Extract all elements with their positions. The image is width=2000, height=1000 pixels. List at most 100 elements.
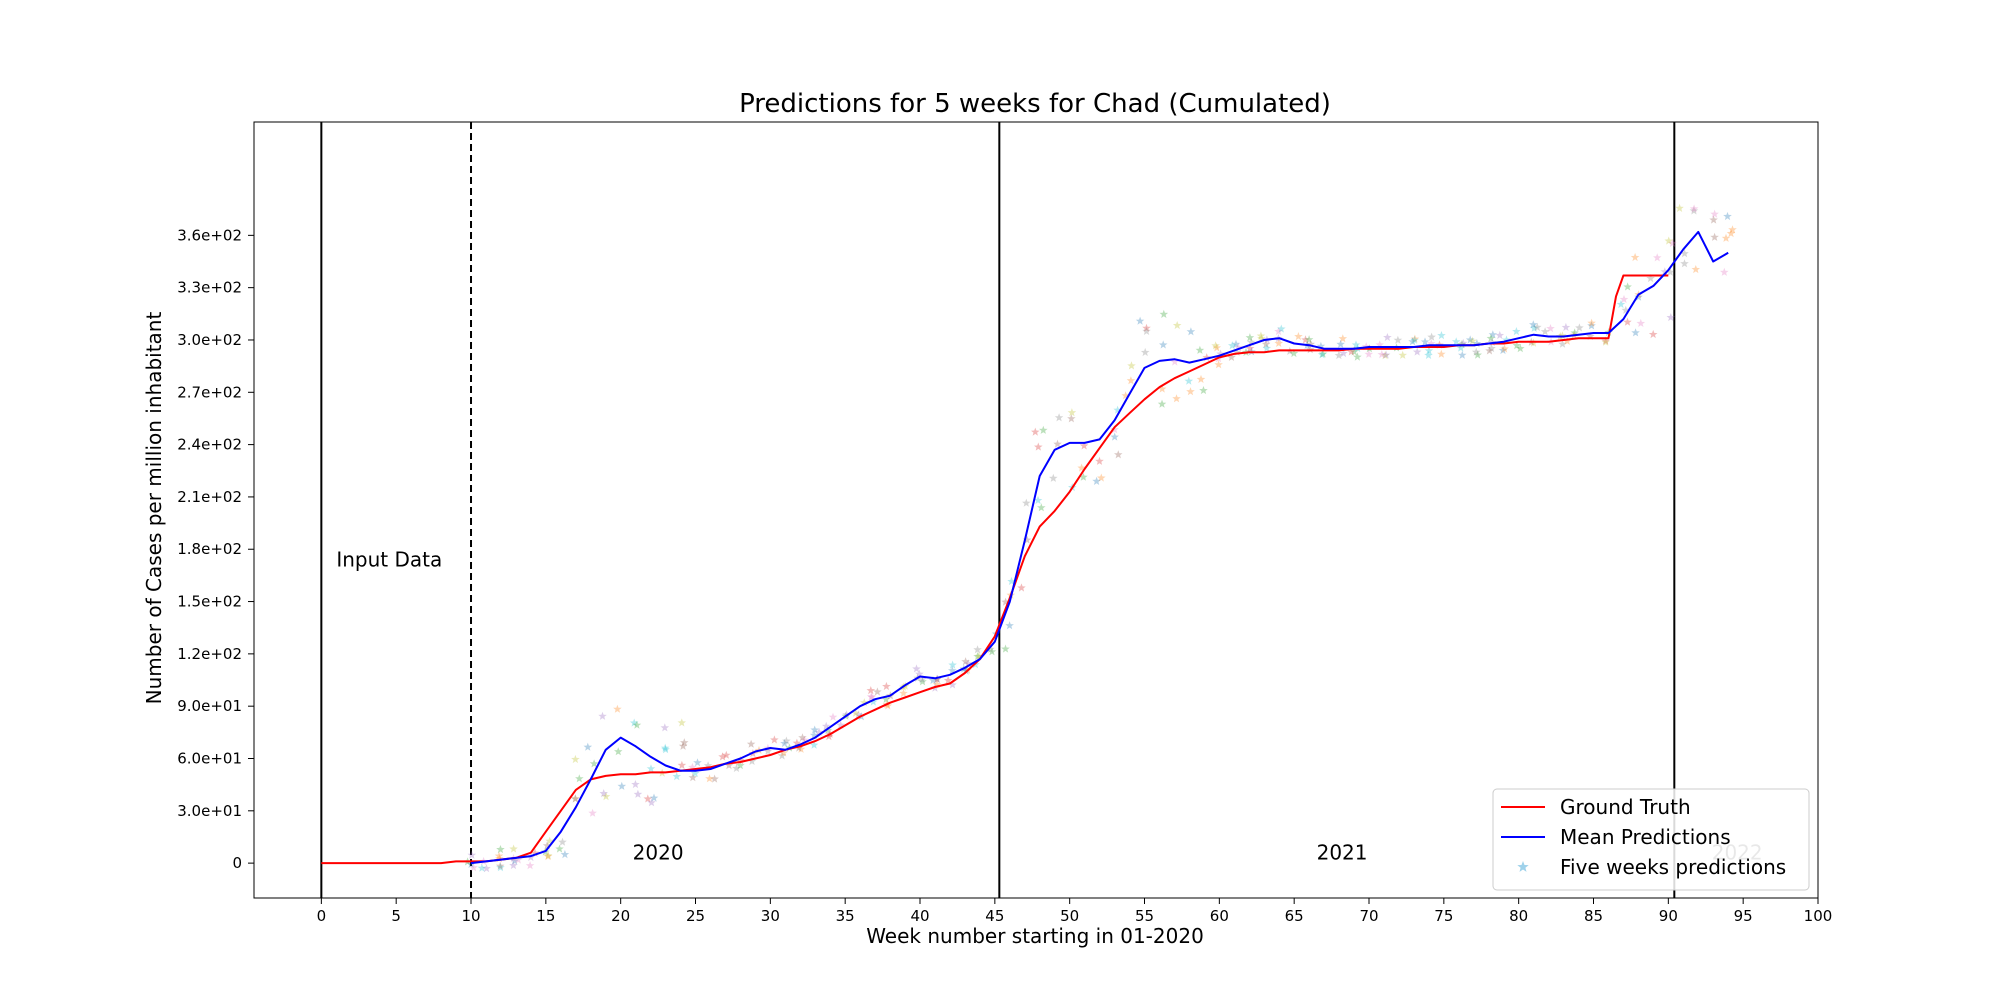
prediction-star-marker [1457, 339, 1467, 349]
prediction-star-marker [809, 730, 819, 739]
prediction-star-marker [1172, 321, 1182, 330]
prediction-star-marker [477, 863, 487, 872]
prediction-star-marker [467, 850, 477, 859]
prediction-star-marker [705, 774, 714, 783]
prediction-star-marker [842, 710, 851, 719]
prediction-star-marker [1486, 333, 1496, 342]
prediction-star-marker [1587, 321, 1596, 330]
prediction-star-marker [1246, 337, 1256, 346]
prediction-star-marker [693, 758, 702, 767]
y-tick-label: 1.2e+02 [177, 645, 242, 663]
prediction-star-marker [961, 657, 970, 666]
prediction-star-marker [1079, 441, 1089, 450]
prediction-star-marker [1666, 313, 1676, 322]
prediction-star-marker [530, 848, 540, 857]
prediction-star-marker [948, 666, 957, 675]
prediction-star-marker [661, 745, 670, 754]
prediction-star-marker [1274, 338, 1283, 347]
prediction-star-marker [1022, 498, 1031, 507]
ground-truth-line [321, 274, 1669, 865]
prediction-star-marker [1587, 318, 1596, 327]
prediction-star-marker [1261, 339, 1271, 348]
prediction-star-marker [1054, 413, 1064, 422]
prediction-star-marker [823, 725, 833, 734]
prediction-star-marker [1458, 350, 1467, 359]
prediction-star-marker [617, 781, 627, 790]
prediction-star-marker [933, 674, 942, 683]
prediction-star-marker [932, 680, 942, 689]
prediction-star-marker [1500, 344, 1509, 353]
x-tick-label: 20 [611, 907, 630, 925]
prediction-star-marker [869, 697, 878, 706]
prediction-star-marker [1623, 282, 1632, 291]
prediction-star-marker [973, 652, 982, 661]
prediction-star-marker [1339, 348, 1348, 358]
prediction-star-marker [1306, 339, 1315, 348]
prediction-star-marker [688, 773, 698, 782]
prediction-star-marker [1427, 332, 1436, 341]
prediction-star-marker [1437, 331, 1446, 340]
prediction-star-marker [1304, 335, 1314, 344]
prediction-star-marker [495, 854, 504, 863]
x-tick-label: 40 [910, 907, 929, 925]
prediction-star-marker [1410, 335, 1419, 344]
prediction-star-marker [1121, 391, 1130, 400]
prediction-star-marker [1458, 338, 1468, 347]
prediction-star-marker [1485, 346, 1494, 355]
prediction-star-marker [883, 701, 893, 710]
prediction-star-marker [1664, 236, 1673, 245]
prediction-star-marker [1601, 336, 1610, 345]
prediction-star-marker [1689, 206, 1699, 215]
prediction-star-marker [646, 764, 656, 773]
prediction-star-marker [598, 711, 607, 720]
prediction-star-marker [1631, 328, 1640, 337]
prediction-star-marker [509, 844, 518, 853]
series-layer [321, 230, 1729, 865]
prediction-star-marker [1623, 317, 1632, 326]
prediction-star-marker [1427, 339, 1436, 348]
x-tick-label: 75 [1434, 907, 1453, 925]
prediction-star-marker [763, 746, 773, 755]
prediction-star-marker [1114, 450, 1123, 459]
prediction-star-marker [899, 688, 908, 697]
prediction-star-marker [1159, 309, 1169, 318]
legend-label-five-weeks-predictions: Five weeks predictions [1560, 855, 1786, 879]
x-tick-label: 70 [1359, 907, 1378, 925]
prediction-star-marker [1381, 350, 1391, 359]
prediction-star-marker [496, 863, 505, 872]
prediction-star-marker [672, 772, 681, 781]
prediction-star-marker [710, 774, 719, 783]
prediction-star-marker [1212, 343, 1222, 352]
prediction-star-marker [722, 750, 731, 759]
prediction-star-marker [987, 647, 997, 656]
prediction-star-marker [860, 698, 869, 707]
x-tick-label: 55 [1135, 907, 1154, 925]
prediction-star-marker [1726, 229, 1736, 238]
x-tick-label: 100 [1804, 907, 1833, 925]
legend: Ground Truth Mean Predictions Five weeks… [1492, 788, 1810, 891]
x-tick-label: 90 [1659, 907, 1678, 925]
prediction-star-marker [736, 756, 745, 765]
prediction-star-marker [614, 747, 623, 756]
prediction-star-marker [1630, 252, 1640, 262]
prediction-star-marker [1033, 495, 1043, 505]
prediction-star-marker [1377, 350, 1387, 359]
prediction-star-marker [555, 844, 564, 853]
prediction-star-marker [703, 761, 713, 770]
prediction-star-marker [828, 712, 838, 721]
prediction-star-marker [777, 751, 787, 760]
prediction-star-marker [943, 676, 953, 685]
prediction-star-marker [854, 710, 863, 719]
prediction-star-marker [647, 798, 656, 807]
prediction-star-marker [1113, 405, 1122, 414]
prediction-star-marker [1473, 350, 1482, 359]
prediction-star-marker [1095, 456, 1104, 465]
prediction-star-marker [1126, 376, 1136, 385]
prediction-star-marker [1380, 351, 1390, 360]
prediction-star-marker [1034, 442, 1043, 451]
prediction-star-marker [1471, 347, 1481, 356]
y-tick-label: 0 [232, 854, 242, 872]
x-tick-label: 5 [391, 907, 401, 925]
prediction-star-marker [917, 675, 927, 684]
prediction-star-marker [1202, 353, 1211, 362]
